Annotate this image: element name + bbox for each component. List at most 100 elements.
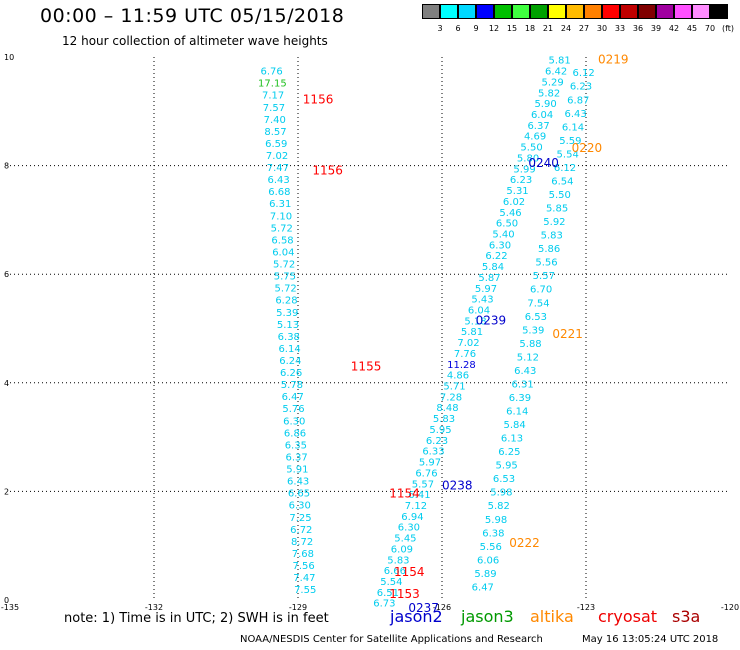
altika-swh-value: 6.31 <box>511 379 533 390</box>
s3a-swh-value: 6.43 <box>287 477 309 488</box>
s3a-swh-value: 6.31 <box>269 199 291 210</box>
jason2-swh-value: 6.22 <box>485 251 507 262</box>
lon-tick-label: -126 <box>433 603 451 612</box>
scale-swatch <box>638 4 656 19</box>
altika-swh-value: 6.43 <box>565 109 587 120</box>
lon-tick-label: -135 <box>1 603 19 612</box>
s3a-swh-value: 6.28 <box>275 296 297 307</box>
altika-swh-value: 5.85 <box>546 204 568 215</box>
lon-tick-label: -123 <box>577 603 595 612</box>
altika-swh-value: 6.14 <box>506 407 528 418</box>
jason2-swh-value: 7.76 <box>454 349 476 360</box>
s3a-swh-value: 6.65 <box>288 489 310 500</box>
jason2-swh-value: 7.02 <box>457 338 479 349</box>
altika-swh-value: 5.86 <box>538 244 560 255</box>
jason2-swh-value: 6.42 <box>545 67 567 78</box>
jason2-swh-value: 5.99 <box>513 164 535 175</box>
s3a-swh-value: 5.75 <box>274 272 296 283</box>
generated-timestamp: May 16 13:05:24 UTC 2018 <box>582 634 719 645</box>
altika-swh-value: 5.84 <box>503 420 525 431</box>
altika-swh-value: 5.92 <box>543 217 565 228</box>
scale-label: (ft) <box>721 24 735 33</box>
jason2-swh-value: 5.31 <box>506 186 528 197</box>
s3a-swh-value: 6.58 <box>271 235 293 246</box>
altika-swh-value: 5.83 <box>541 231 563 242</box>
jason2-swh-value: 8.48 <box>436 403 458 414</box>
scale-swatch <box>476 4 494 19</box>
jason2-swh-value: 6.23 <box>510 175 532 186</box>
s3a-swh-value: 6.38 <box>278 332 300 343</box>
s3a-swh-value: 7.68 <box>292 549 314 560</box>
altika-swh-value: 5.50 <box>549 190 571 201</box>
scale-label: 9 <box>473 24 479 33</box>
scale-swatch <box>458 4 476 19</box>
jason2-swh-value: 6.76 <box>415 468 437 479</box>
scale-swatch <box>620 4 638 19</box>
jason2-swh-value: 5.57 <box>412 479 434 490</box>
lon-tick-label: -132 <box>145 603 163 612</box>
scale-label: 27 <box>578 24 590 33</box>
s3a-swh-value: 5.72 <box>273 260 295 271</box>
jason2-swh-value: 6.30 <box>489 240 511 251</box>
jason2-swh-value: 5.97 <box>419 458 441 469</box>
s3a-swh-value: 7.56 <box>293 561 315 572</box>
pass-time-label: 1154 <box>394 565 425 579</box>
jason2-swh-value: 5.84 <box>482 262 504 273</box>
altika-swh-value: 5.98 <box>485 515 507 526</box>
jason2-swh-value: 5.45 <box>394 534 416 545</box>
s3a-swh-value: 5.13 <box>277 320 299 331</box>
jason2-swh-value: 6.23 <box>426 436 448 447</box>
jason2-swh-value: 5.18 <box>464 316 486 327</box>
scale-label: 15 <box>506 24 518 33</box>
s3a-swh-value: 7.57 <box>263 103 285 114</box>
altika-swh-value: 6.12 <box>572 68 594 79</box>
s3a-swh-value: 6.47 <box>282 392 304 403</box>
scale-swatch <box>494 4 512 19</box>
scale-swatch <box>530 4 548 19</box>
s3a-swh-value: 6.04 <box>272 247 294 258</box>
jason2-swh-value: 6.04 <box>531 110 553 121</box>
jason2-swh-value: 6.66 <box>384 566 406 577</box>
pass-time-label: 1154 <box>389 486 420 500</box>
jason2-swh-value: 5.43 <box>471 295 493 306</box>
jason2-swh-value: 6.09 <box>391 544 413 555</box>
s3a-swh-value: 8.72 <box>291 537 313 548</box>
scale-swatch <box>692 4 710 19</box>
altika-swh-value: 5.56 <box>535 258 557 269</box>
s3a-swh-value: 7.55 <box>294 585 316 596</box>
scale-label: 36 <box>632 24 644 33</box>
s3a-swh-value: 7.10 <box>270 211 292 222</box>
s3a-swh-value: 7.17 <box>262 91 284 102</box>
jason2-swh-value: 5.71 <box>443 382 465 393</box>
jason2-swh-value: 5.46 <box>499 208 521 219</box>
altika-swh-value: 6.39 <box>509 393 531 404</box>
scale-swatch <box>512 4 530 19</box>
s3a-swh-value: 7.47 <box>267 163 289 174</box>
pass-time-label: 0238 <box>442 478 473 492</box>
pass-time-label: 0220 <box>572 141 603 155</box>
s3a-swh-value: 6.35 <box>285 440 307 451</box>
pass-time-label: 1153 <box>389 587 420 601</box>
jason2-swh-value: 6.50 <box>496 219 518 230</box>
legend-altika: altika <box>530 607 574 626</box>
altika-swh-value: 5.88 <box>519 339 541 350</box>
lat-tick-label: 0 <box>4 596 9 605</box>
s3a-swh-value: 6.86 <box>284 428 306 439</box>
s3a-swh-value: 5.91 <box>286 465 308 476</box>
jason2-swh-value: 5.80 <box>517 153 539 164</box>
s3a-swh-value: 8.57 <box>264 127 286 138</box>
scale-swatch <box>656 4 674 19</box>
scale-swatch <box>674 4 692 19</box>
pass-time-label: 0219 <box>598 53 629 67</box>
scale-label: 70 <box>704 24 716 33</box>
s3a-swh-value: 6.76 <box>260 67 282 78</box>
jason2-swh-value: 7.12 <box>405 501 427 512</box>
s3a-swh-value: 17.15 <box>258 79 287 90</box>
jason2-swh-value: 6.51 <box>377 588 399 599</box>
jason2-swh-value: 5.87 <box>478 273 500 284</box>
altika-swh-value: 6.06 <box>477 555 499 566</box>
altika-swh-value: 6.87 <box>567 95 589 106</box>
jason2-swh-value: 6.04 <box>468 305 490 316</box>
scale-label: 24 <box>560 24 572 33</box>
